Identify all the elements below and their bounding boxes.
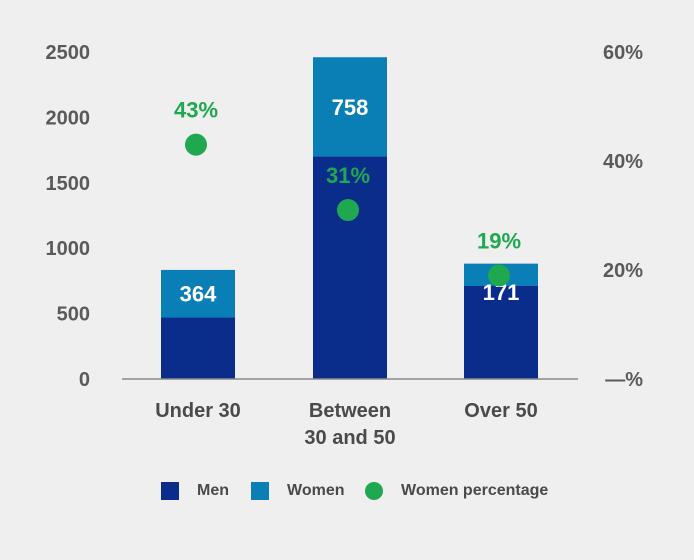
chart: 0 500 1000 1500 2000 2500 —% 20% 40% 60% 364 758 1… (46, 42, 644, 449)
category-label: Between (309, 400, 391, 422)
legend-label-women: Women (287, 482, 345, 499)
category-label: Under 30 (155, 400, 241, 422)
legend: Men Women Women percentage (0, 482, 694, 506)
y-right-tick-label: 60% (603, 42, 643, 64)
women-percentage-label: 31% (326, 163, 370, 188)
bar-women (161, 269, 235, 318)
y-left-tick-label: 2500 (46, 42, 91, 64)
women-percentage-point (337, 199, 359, 222)
legend-item-men: Men (161, 482, 229, 500)
bar-women (313, 57, 387, 157)
bar-men (161, 317, 235, 379)
legend-swatch-women (251, 482, 269, 500)
y-left-tick-label: 0 (79, 369, 90, 391)
bar-men (313, 156, 387, 379)
legend-dot-women-percentage (365, 482, 383, 500)
legend-label-men: Men (197, 482, 229, 499)
y-left-tick-label: 1500 (46, 173, 91, 195)
women-percentage-label: 43% (174, 98, 218, 123)
legend-swatch-men (161, 482, 179, 500)
bar-men (464, 286, 538, 379)
y-right-tick-label: 40% (603, 151, 643, 173)
category-label: Over 50 (464, 400, 537, 422)
category-label: 30 and 50 (304, 427, 395, 449)
women-data-label: 758 (332, 95, 369, 120)
women-percentage-point (185, 133, 207, 156)
y-left-tick-label: 500 (57, 304, 90, 326)
legend-item-women-percentage: Women percentage (365, 482, 548, 500)
legend-item-women: Women (251, 482, 344, 500)
legend-label-women-percentage: Women percentage (401, 482, 549, 499)
women-percentage-label: 19% (477, 228, 521, 253)
women-data-label: 364 (180, 282, 217, 307)
women-percentage-point (488, 264, 510, 287)
y-left-tick-label: 1000 (46, 238, 91, 260)
y-right-tick-label: —% (605, 369, 643, 391)
y-left-tick-label: 2000 (46, 107, 91, 129)
y-right-tick-label: 20% (603, 260, 643, 282)
